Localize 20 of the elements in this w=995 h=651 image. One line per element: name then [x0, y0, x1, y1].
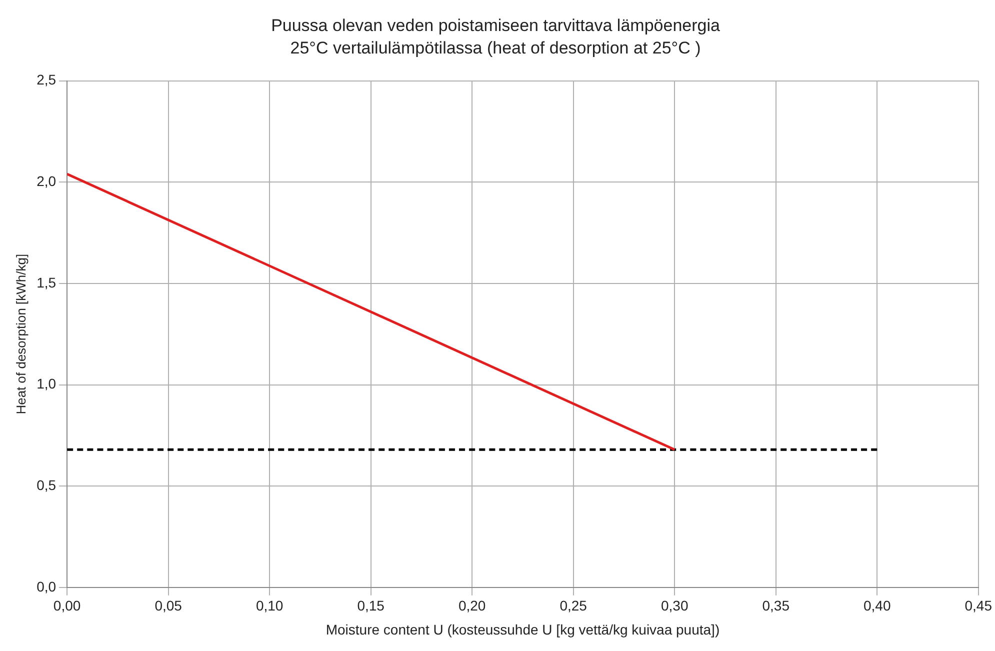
x-tick-label: 0,35	[762, 598, 790, 614]
y-tick-label: 2,5	[36, 72, 56, 88]
chart-subtitle: 25°C vertailulämpötilassa (heat of desorption at 25°C )	[290, 38, 701, 58]
x-tick-label: 0,15	[357, 598, 385, 614]
y-tick-label: 0,0	[36, 578, 56, 594]
x-axis-title: Moisture content U (kosteussuhde U [kg vettä/kg kuivaa puuta])	[326, 621, 720, 638]
x-tick-label: 0,20	[458, 598, 486, 614]
x-tick-label: 0,05	[154, 598, 182, 614]
x-tick-label: 0,10	[256, 598, 284, 614]
x-tick-label: 0,30	[660, 598, 688, 614]
x-tick-label: 0,25	[560, 598, 588, 614]
y-tick-label: 0,5	[36, 476, 56, 493]
y-tick-label: 1,5	[36, 274, 56, 290]
x-tick-label: 0,45	[964, 598, 992, 614]
y-axis-title: Heat of desorption [kWh/kg]	[13, 254, 28, 414]
x-tick-label: 0,00	[53, 598, 81, 614]
y-tick-label: 2,0	[36, 172, 56, 189]
x-tick-label: 0,40	[863, 598, 891, 614]
chart-title: Puussa olevan veden poistamiseen tarvittava lämpöenergia	[271, 16, 720, 35]
y-tick-label: 1,0	[36, 376, 56, 392]
